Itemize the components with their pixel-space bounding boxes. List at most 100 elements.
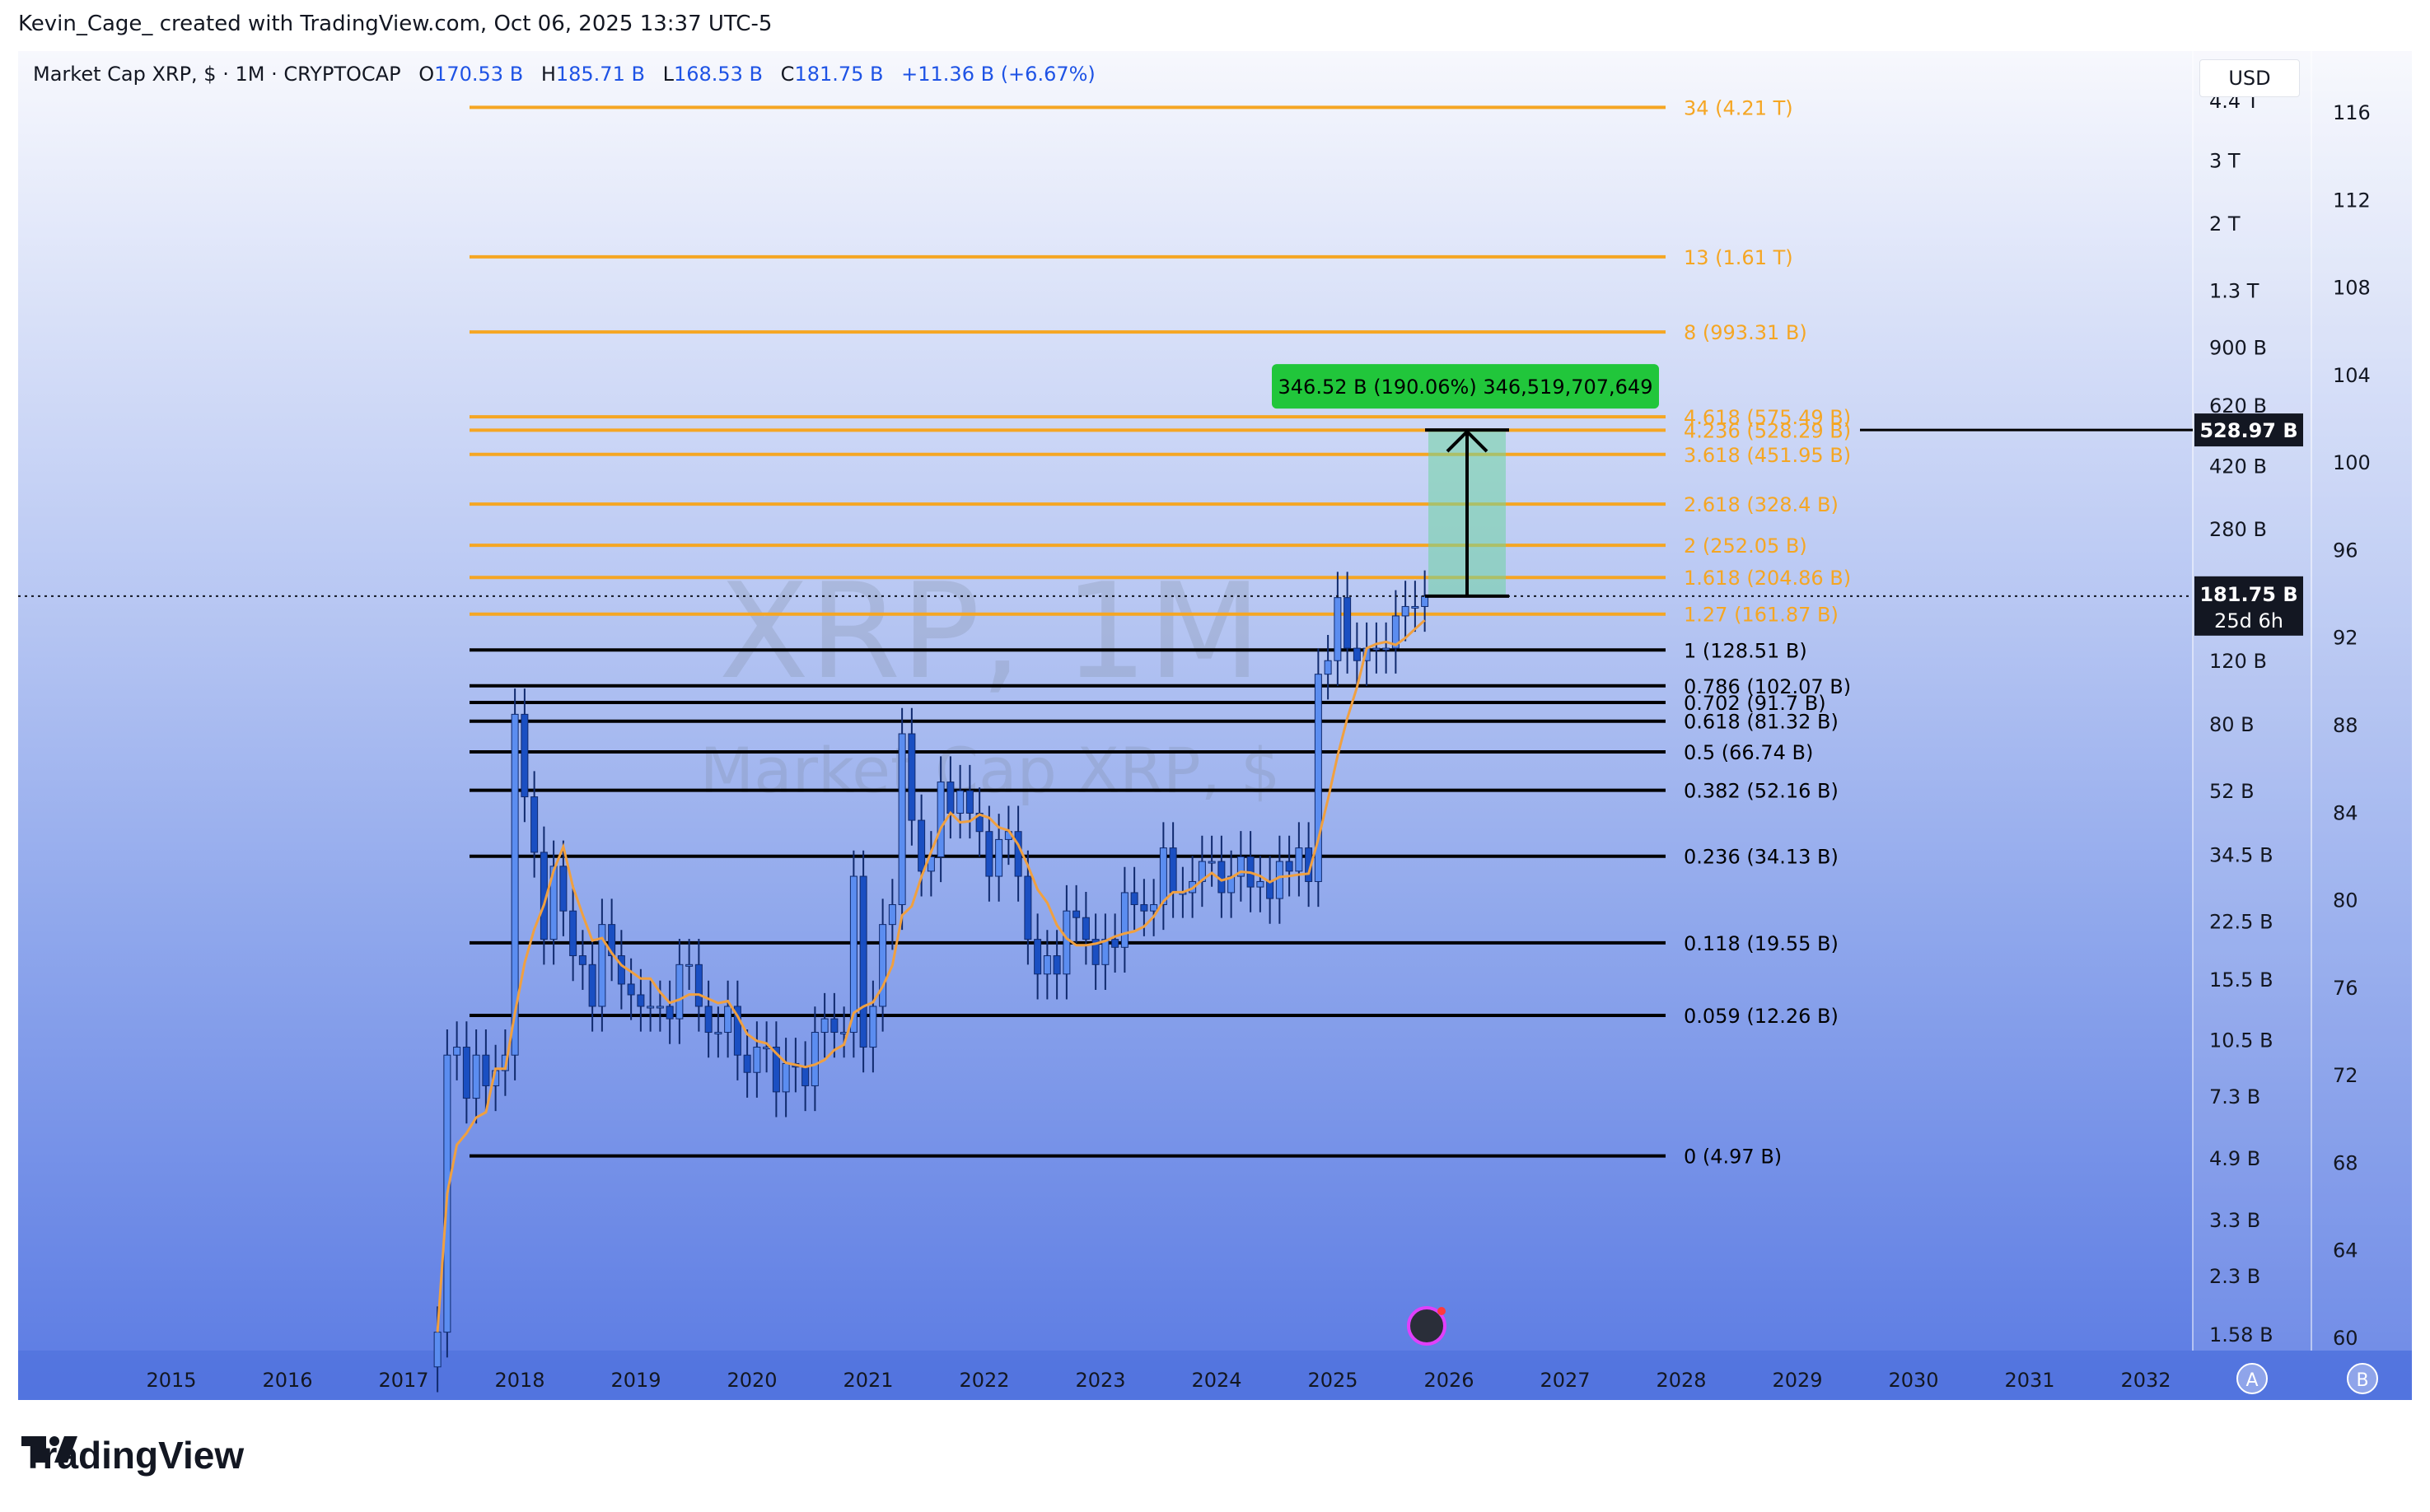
fib-level-label: 0.786 (102.07 B) — [1684, 675, 1851, 698]
candle-body — [879, 924, 887, 1007]
scale-button-label: A — [2245, 1370, 2258, 1391]
candle-body — [985, 831, 993, 877]
price-axis-tick: 420 B — [2209, 455, 2267, 478]
time-axis-tick: 2026 — [1423, 1369, 1474, 1392]
fib-level-label: 2.618 (328.4 B) — [1684, 493, 1839, 516]
secondary-axis-tick: 60 — [2333, 1327, 2358, 1350]
secondary-axis-tick: 112 — [2333, 189, 2371, 212]
candle-body — [1072, 910, 1081, 918]
fib-level-label: 0.118 (19.55 B) — [1684, 932, 1839, 955]
candle-body — [569, 910, 577, 957]
candle-body — [666, 1006, 674, 1020]
candle-body — [1324, 660, 1332, 675]
currency-button[interactable]: USD — [2199, 59, 2300, 97]
candle-body — [908, 733, 916, 821]
time-axis-tick: 2022 — [959, 1369, 1009, 1392]
close-value: 181.75 B — [794, 63, 884, 86]
high-value: 185.71 B — [555, 63, 645, 86]
fib-level-label: 34 (4.21 T) — [1684, 96, 1793, 119]
candle-body — [772, 1047, 780, 1093]
flash-icon — [1407, 1306, 1446, 1346]
time-axis-tick: 2021 — [843, 1369, 893, 1392]
price-axis-tick: 7.3 B — [2209, 1085, 2260, 1108]
secondary-axis-tick: 104 — [2333, 364, 2371, 387]
time-axis-tick: 2032 — [2120, 1369, 2171, 1392]
price-chart[interactable]: XRP, 1M Market Cap XRP, $ 34 (4.21 T) 13 (1… — [18, 51, 2412, 1400]
candle-body — [685, 964, 694, 967]
candle-body — [1411, 605, 1419, 609]
candle-body — [1266, 880, 1274, 899]
candle-body — [1256, 880, 1264, 888]
moving-average-line — [436, 618, 1426, 1332]
scale-button-a[interactable] — [2236, 1363, 2268, 1394]
candle-body — [694, 964, 703, 1007]
candle-body — [1150, 903, 1158, 912]
candle-body — [1401, 605, 1409, 617]
candle-body — [462, 1047, 470, 1099]
candle-body — [704, 1006, 713, 1034]
candle-body — [1053, 955, 1061, 975]
price-axis-tick: 3.3 B — [2209, 1209, 2260, 1232]
candle-body — [1391, 615, 1400, 649]
time-axis-tick: 2023 — [1075, 1369, 1125, 1392]
candle-body — [1024, 875, 1032, 940]
candle-body — [1421, 595, 1429, 607]
candle-body — [578, 955, 586, 965]
low-key: L — [662, 63, 674, 86]
candle-body — [627, 983, 635, 996]
symbol-label[interactable]: Market Cap XRP, $ · 1M · CRYPTOCAP — [33, 63, 401, 86]
fib-level-label: 2 (252.05 B) — [1684, 534, 1807, 558]
secondary-axis-tick: 84 — [2333, 801, 2358, 824]
candle-body — [782, 1062, 790, 1093]
target-price-tag — [2194, 413, 2303, 447]
candle-body — [588, 964, 596, 1007]
chart-frame[interactable]: XRP, 1M Market Cap XRP, $ 34 (4.21 T) 13 (1… — [18, 51, 2412, 1400]
fib-level-label: 1.618 (204.86 B) — [1684, 567, 1851, 590]
scale-button-b[interactable] — [2347, 1363, 2378, 1394]
candle-body — [453, 1047, 461, 1056]
candle-body — [753, 1047, 761, 1073]
fib-level-label: 4.618 (575.49 B) — [1684, 406, 1851, 429]
candle-body — [714, 1032, 722, 1035]
secondary-axis-tick: 64 — [2333, 1239, 2358, 1262]
price-axis-tick: 22.5 B — [2209, 910, 2273, 933]
candle-body — [472, 1054, 480, 1099]
candle-body — [1159, 847, 1167, 905]
candle-body — [549, 866, 558, 940]
fib-level-label: 3.618 (451.95 B) — [1684, 444, 1851, 467]
fib-level-label: 0.618 (81.32 B) — [1684, 711, 1839, 734]
secondary-axis-tick: 100 — [2333, 451, 2371, 474]
price-axis-tick: 1.58 B — [2209, 1323, 2273, 1346]
open-key: O — [418, 63, 435, 86]
price-axis-tick: 120 B — [2209, 650, 2267, 673]
fib-level-label: 4.236 (528.29 B) — [1684, 419, 1851, 442]
candle-body — [1130, 892, 1138, 905]
tradingview-logo[interactable]: TradingView — [21, 1433, 244, 1477]
change-value: +11.36 B (+6.67%) — [901, 63, 1096, 86]
secondary-axis-tick: 96 — [2333, 539, 2358, 562]
open-value: 170.53 B — [434, 63, 524, 86]
candle-body — [869, 1006, 877, 1048]
price-axis-tick: 15.5 B — [2209, 968, 2273, 992]
candle-body — [975, 812, 984, 833]
candle-body — [724, 1006, 732, 1034]
candle-body — [1014, 831, 1022, 877]
fib-level-label: 0 (4.97 B) — [1684, 1146, 1782, 1169]
candle-body — [965, 790, 974, 814]
secondary-axis-tick: 68 — [2333, 1151, 2358, 1174]
time-axis-tick: 2027 — [1540, 1369, 1590, 1392]
candle-body — [482, 1054, 490, 1086]
time-axis-tick: 2025 — [1307, 1369, 1358, 1392]
secondary-axis-tick: 92 — [2333, 627, 2358, 650]
candle-body — [1285, 861, 1293, 872]
candle-body — [1120, 892, 1129, 948]
fib-level-label: 0.236 (34.13 B) — [1684, 846, 1839, 869]
time-axis-tick: 2024 — [1191, 1369, 1241, 1392]
candle-body — [1295, 847, 1303, 872]
candle-body — [1275, 861, 1283, 899]
candle-body — [801, 1066, 810, 1086]
secondary-axis-tick: 72 — [2333, 1064, 2358, 1087]
candle-body — [1091, 939, 1100, 965]
candle-body — [530, 796, 539, 853]
candle-body — [1208, 861, 1216, 864]
